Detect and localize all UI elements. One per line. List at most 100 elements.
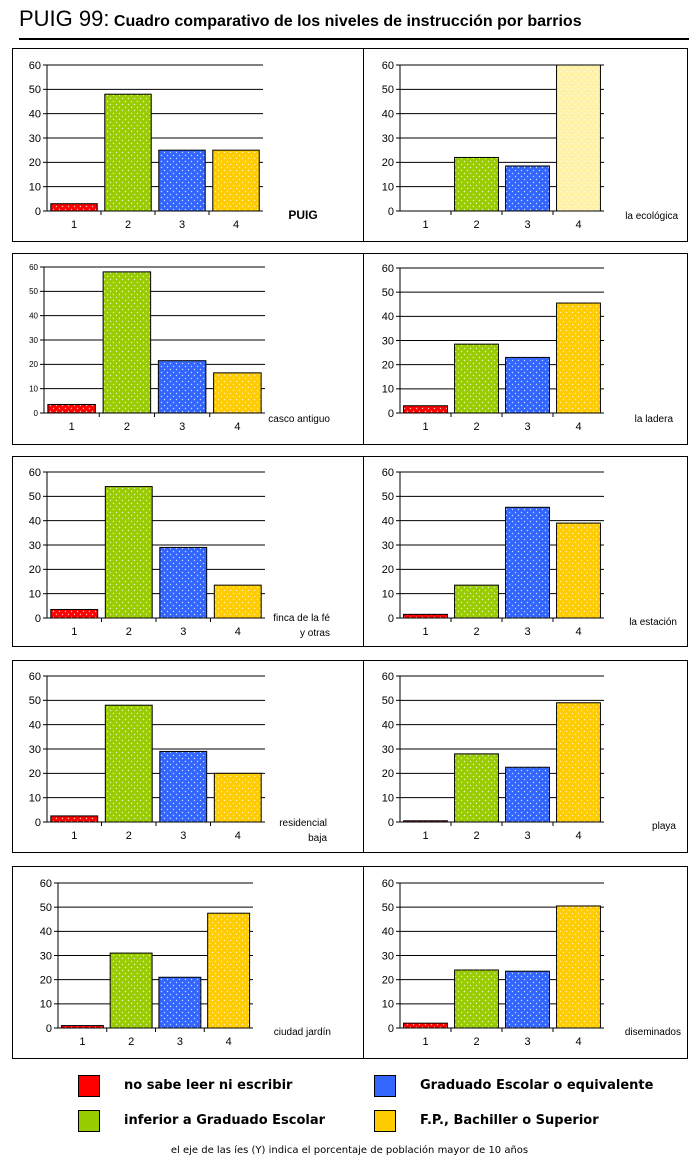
- chart-title: casco antiguo: [268, 414, 330, 425]
- x-tick-label: 3: [179, 421, 185, 433]
- bar-2: [104, 93, 152, 212]
- y-tick-label: 20: [40, 975, 52, 987]
- x-tick-label: 1: [71, 830, 77, 842]
- legend-swatch-3: [374, 1075, 396, 1097]
- y-tick-label: 10: [382, 384, 394, 396]
- y-tick-label: 60: [29, 467, 41, 479]
- y-tick-label: 10: [382, 793, 394, 805]
- y-tick-label: 0: [388, 1023, 394, 1035]
- y-tick-label: 60: [29, 671, 41, 683]
- chart-svg-2: 0 10 20 30 40 50 60 1 2 3 4 la ecológica: [382, 60, 679, 231]
- y-tick-label: 20: [29, 157, 41, 169]
- y-tick-label: 30: [29, 133, 41, 145]
- x-tick-label: 2: [128, 1036, 134, 1048]
- x-tick-label: 2: [473, 1036, 479, 1048]
- chart-panel-7: 0 10 20 30 40 50 60 1 2 3 4 residencial baja: [12, 660, 365, 853]
- y-tick-label: 30: [382, 133, 394, 145]
- x-tick-label: 2: [473, 219, 479, 231]
- legend-swatch-1: [78, 1075, 100, 1097]
- bar-4: [556, 522, 601, 619]
- bar-2: [454, 343, 499, 414]
- y-tick-label: 60: [382, 467, 394, 479]
- y-tick-label: 50: [29, 84, 41, 96]
- bar-1: [403, 820, 448, 823]
- y-tick-label: 40: [40, 926, 52, 938]
- x-tick-label: 4: [575, 830, 581, 842]
- y-tick-label: 50: [29, 695, 41, 707]
- y-tick-label: 50: [382, 695, 394, 707]
- bar-2: [454, 969, 499, 1029]
- bar-3: [505, 356, 550, 414]
- x-tick-label: 1: [422, 1036, 428, 1048]
- chart-panel-3: 0 10 20 30 40 50 60 1 2 3 4 casco antiguo: [12, 253, 365, 445]
- bar-1: [403, 1022, 448, 1029]
- chart-svg-5: 0 10 20 30 40 50 60 1 2 3 4 finca de la fé y otras: [29, 467, 331, 639]
- y-tick-label: 50: [382, 902, 394, 914]
- chart-svg-7: 0 10 20 30 40 50 60 1 2 3 4 residencial baja: [29, 671, 328, 844]
- x-tick-label: 4: [575, 219, 581, 231]
- y-tick-label: 30: [382, 744, 394, 756]
- y-tick-label: 60: [40, 878, 52, 890]
- bar-2: [102, 271, 152, 414]
- x-tick-label: 4: [235, 626, 241, 638]
- bar-4: [556, 702, 601, 823]
- bar-2: [104, 486, 153, 619]
- chart-panel-8: 0 10 20 30 40 50 60 1 2 3 4 playa: [363, 660, 688, 853]
- x-tick-label: 4: [575, 421, 581, 433]
- x-tick-label: 2: [473, 830, 479, 842]
- bar-3: [505, 506, 550, 619]
- y-tick-label: 40: [29, 311, 38, 320]
- bar-3: [505, 766, 550, 823]
- y-tick-label: 0: [388, 613, 394, 625]
- bar-1: [403, 405, 448, 414]
- y-tick-label: 0: [388, 408, 394, 420]
- bar-3: [159, 546, 208, 619]
- chart-svg-6: 0 10 20 30 40 50 60 1 2 3 4 la estación: [382, 467, 677, 638]
- chart-panel-2: 0 10 20 30 40 50 60 1 2 3 4 la ecológica: [363, 48, 688, 242]
- bar-4: [556, 302, 601, 414]
- y-tick-label: 30: [29, 744, 41, 756]
- bar-4: [556, 64, 601, 212]
- y-tick-label: 30: [29, 540, 41, 552]
- x-tick-label: 3: [180, 830, 186, 842]
- bar-2: [454, 584, 499, 619]
- bar-1: [50, 608, 99, 619]
- x-tick-label: 1: [71, 219, 77, 231]
- x-tick-label: 3: [524, 421, 530, 433]
- x-tick-label: 1: [422, 830, 428, 842]
- y-tick-label: 50: [29, 491, 41, 503]
- y-tick-label: 30: [382, 540, 394, 552]
- chart-svg-9: 0 10 20 30 40 50 60 1 2 3 4 ciudad jardín: [40, 878, 331, 1048]
- bar-3: [505, 970, 550, 1029]
- bar-3: [158, 976, 202, 1029]
- x-tick-label: 1: [71, 626, 77, 638]
- x-tick-label: 4: [235, 830, 241, 842]
- x-tick-label: 3: [524, 626, 530, 638]
- y-tick-label: 40: [382, 720, 394, 732]
- y-tick-label: 60: [382, 671, 394, 683]
- chart-svg-3: 0 10 20 30 40 50 60 1 2 3 4 casco antiguo: [29, 263, 330, 433]
- y-tick-label: 40: [382, 516, 394, 528]
- bar-2: [454, 753, 499, 823]
- bar-4: [213, 772, 262, 823]
- y-tick-label: 10: [29, 182, 41, 194]
- x-tick-label: 2: [473, 626, 479, 638]
- y-tick-label: 50: [40, 902, 52, 914]
- y-tick-label: 50: [382, 287, 394, 299]
- y-tick-label: 30: [29, 336, 38, 345]
- x-tick-label: 4: [575, 626, 581, 638]
- bar-2: [454, 156, 499, 212]
- chart-title: la estación: [629, 617, 677, 628]
- chart-panel-5: 0 10 20 30 40 50 60 1 2 3 4 finca de la fé y otras: [12, 456, 365, 647]
- bar-4: [212, 149, 260, 212]
- bar-3: [157, 360, 207, 414]
- legend-swatch-2: [78, 1110, 100, 1132]
- bar-3: [158, 149, 206, 212]
- bar-1: [60, 1025, 104, 1029]
- chart-svg-8: 0 10 20 30 40 50 60 1 2 3 4 playa: [382, 671, 677, 842]
- chart-svg-4: 0 10 20 30 40 50 60 1 2 3 4 la ladera: [382, 263, 674, 433]
- footnote: el eje de las íes (Y) indica el porcenta…: [170, 1145, 529, 1156]
- chart-title: residencial baja: [279, 818, 327, 844]
- bar-2: [109, 952, 153, 1029]
- chart-title: finca de la fé y otras: [273, 613, 330, 639]
